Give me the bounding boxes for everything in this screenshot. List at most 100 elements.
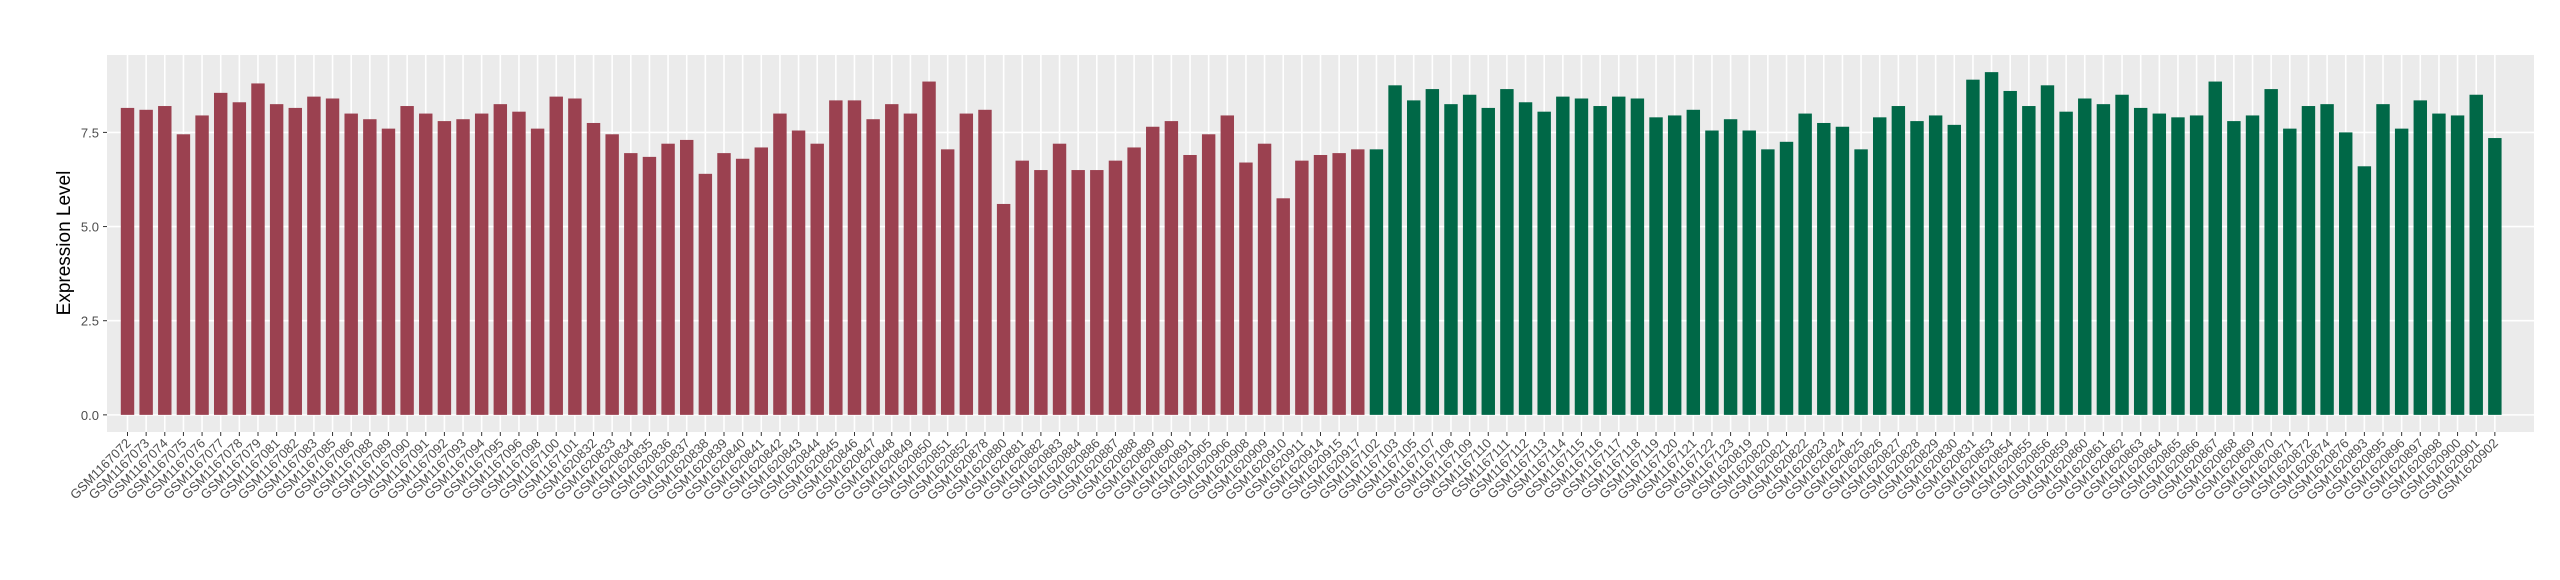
bar — [1630, 98, 1645, 415]
y-tick-label: 5.0 — [81, 220, 99, 235]
bar — [903, 113, 918, 415]
bar — [1966, 79, 1980, 415]
bar — [1239, 162, 1253, 415]
bar — [251, 83, 265, 415]
bar — [1537, 111, 1551, 415]
bar — [922, 81, 936, 415]
bar — [1574, 98, 1589, 415]
bar — [512, 111, 526, 415]
bar — [1332, 153, 1346, 415]
bar — [120, 107, 135, 415]
bar — [773, 113, 787, 415]
bar — [1276, 198, 1290, 415]
bar — [1612, 96, 1626, 415]
bar — [2432, 113, 2446, 415]
bar — [1891, 106, 1906, 415]
bar — [1425, 89, 1440, 415]
bar — [2171, 117, 2185, 415]
bar — [2115, 94, 2129, 415]
bar — [176, 134, 191, 415]
bar — [456, 119, 470, 415]
bar — [735, 158, 750, 415]
bar — [2152, 113, 2167, 415]
bar — [2208, 81, 2222, 415]
bar — [1649, 117, 1663, 415]
bar — [847, 100, 862, 415]
bar — [2376, 104, 2390, 415]
bar — [2320, 104, 2334, 415]
bar — [2264, 89, 2278, 415]
bar — [1351, 149, 1365, 415]
y-tick-label: 7.5 — [81, 125, 99, 140]
bar — [1369, 149, 1384, 415]
bar — [2059, 111, 2073, 415]
bar — [959, 113, 974, 415]
bar — [288, 107, 302, 415]
bar — [1183, 154, 1197, 415]
bar — [2245, 115, 2260, 415]
bar — [2040, 85, 2055, 415]
bar — [400, 106, 414, 415]
bar — [717, 153, 731, 415]
bar — [1723, 119, 1738, 415]
bar — [474, 113, 489, 415]
bar — [2189, 115, 2204, 415]
bar — [530, 128, 545, 415]
bar — [2022, 106, 2036, 415]
bar — [139, 109, 153, 415]
bar — [1090, 170, 1104, 415]
bar — [2357, 166, 2372, 415]
bar — [791, 130, 806, 415]
bar — [680, 139, 694, 415]
bar — [605, 134, 619, 415]
bar — [1164, 121, 1179, 415]
bar — [1854, 149, 1868, 415]
y-axis-label: Expression Level — [54, 171, 75, 316]
bar — [1742, 130, 1756, 415]
bar — [269, 104, 284, 415]
bar — [885, 104, 899, 415]
bar — [940, 149, 955, 415]
bar — [829, 100, 843, 415]
bar — [1146, 126, 1160, 415]
bar — [1556, 96, 1570, 415]
bar — [2078, 98, 2092, 415]
bar — [1444, 104, 1458, 415]
bar — [381, 128, 396, 415]
bar — [1462, 94, 1477, 415]
bar — [2469, 94, 2483, 415]
bar — [1034, 170, 1048, 415]
bar — [1127, 147, 1141, 415]
bar — [1761, 149, 1775, 415]
bar — [1313, 154, 1328, 415]
bar — [2488, 138, 2502, 415]
bar — [978, 109, 992, 415]
bar — [698, 173, 713, 415]
bar — [363, 119, 377, 415]
bar — [661, 143, 675, 415]
bar — [1910, 121, 1924, 415]
bar — [549, 96, 563, 415]
bar — [1667, 115, 1682, 415]
bar — [2003, 90, 2017, 415]
bar — [1593, 106, 1607, 415]
bar — [1052, 143, 1067, 415]
bar — [1873, 117, 1887, 415]
bar — [1817, 122, 1831, 415]
bar — [1201, 134, 1216, 415]
bar — [2301, 106, 2316, 415]
bar — [1947, 124, 1961, 415]
bar — [1686, 109, 1701, 415]
y-tick-label: 0.0 — [81, 408, 99, 423]
bar — [1984, 72, 1999, 415]
bar — [1705, 130, 1719, 415]
bar — [1779, 141, 1794, 415]
bar — [2394, 128, 2409, 415]
bar — [642, 156, 657, 415]
bar — [419, 113, 433, 415]
bar — [1518, 102, 1533, 415]
bar — [586, 122, 601, 415]
bar — [493, 104, 508, 415]
bar — [2283, 128, 2297, 415]
